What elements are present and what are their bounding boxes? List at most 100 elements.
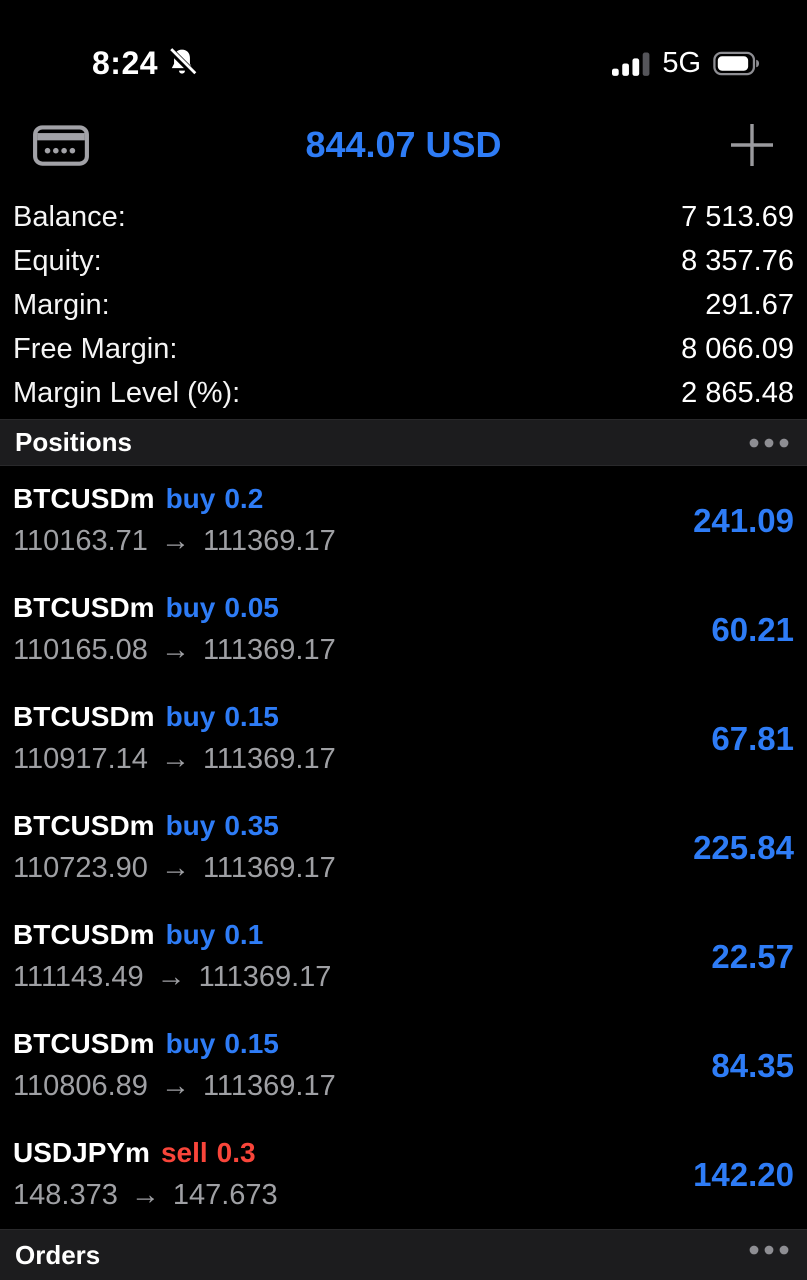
position-prices: 110917.14 → 111369.17 bbox=[13, 743, 336, 776]
position-line1: BTCUSDm buy 0.15 bbox=[13, 1028, 336, 1060]
summary-label: Equity: bbox=[13, 244, 102, 277]
status-time: 8:24 bbox=[92, 44, 159, 81]
position-symbol: USDJPYm bbox=[13, 1137, 150, 1168]
arrow-right-icon: → bbox=[160, 1070, 190, 1102]
summary-row: Margin: 291.67 bbox=[13, 283, 794, 327]
status-right: 5G bbox=[612, 47, 761, 80]
arrow-right-icon: → bbox=[160, 525, 190, 557]
position-side: buy bbox=[165, 919, 216, 950]
position-side: buy bbox=[165, 810, 216, 841]
position-side-volume: buy 0.05 bbox=[166, 592, 279, 624]
orders-section-bar: Orders bbox=[0, 1229, 807, 1280]
position-side-volume: sell 0.3 bbox=[161, 1137, 256, 1169]
arrow-right-icon: → bbox=[160, 852, 190, 884]
position-row[interactable]: BTCUSDm buy 0.2 110163.71 → 111369.17 24… bbox=[0, 466, 807, 575]
account-total[interactable]: 844.07 USD bbox=[305, 124, 502, 165]
trade-header: 844.07 USD bbox=[0, 100, 807, 190]
summary-value: 8 066.09 bbox=[681, 332, 794, 365]
position-volume: 0.2 bbox=[224, 483, 264, 514]
position-row[interactable]: BTCUSDm buy 0.35 110723.90 → 111369.17 2… bbox=[0, 793, 807, 902]
position-volume: 0.3 bbox=[216, 1137, 256, 1168]
position-profit: 241.09 bbox=[693, 501, 794, 539]
position-row[interactable]: BTCUSDm buy 0.1 111143.49 → 111369.17 22… bbox=[0, 902, 807, 1011]
arrow-right-icon: → bbox=[160, 743, 190, 775]
position-side-volume: buy 0.35 bbox=[166, 810, 279, 842]
position-info: BTCUSDm buy 0.15 110806.89 → 111369.17 bbox=[13, 1028, 336, 1103]
summary-row: Equity: 8 357.76 bbox=[13, 239, 794, 283]
position-volume: 0.15 bbox=[224, 1028, 279, 1059]
position-volume: 0.35 bbox=[224, 810, 279, 841]
position-side: buy bbox=[165, 701, 216, 732]
arrow-right-icon: → bbox=[130, 1179, 160, 1211]
position-open-price: 110806.89 bbox=[13, 1070, 148, 1102]
position-info: BTCUSDm buy 0.1 111143.49 → 111369.17 bbox=[13, 919, 331, 994]
position-profit: 67.81 bbox=[711, 719, 794, 757]
arrow-right-icon: → bbox=[156, 961, 186, 993]
position-profit: 60.21 bbox=[711, 610, 794, 648]
positions-list: BTCUSDm buy 0.2 110163.71 → 111369.17 24… bbox=[0, 466, 807, 1229]
plus-icon bbox=[729, 122, 775, 168]
arrow-right-icon: → bbox=[160, 634, 190, 666]
position-side: buy bbox=[165, 592, 216, 623]
summary-value: 8 357.76 bbox=[681, 244, 794, 277]
position-open-price: 111143.49 bbox=[13, 961, 144, 993]
position-info: BTCUSDm buy 0.35 110723.90 → 111369.17 bbox=[13, 810, 336, 885]
orders-more-button[interactable] bbox=[746, 1240, 792, 1260]
position-side: buy bbox=[165, 1028, 216, 1059]
summary-row: Free Margin: 8 066.09 bbox=[13, 327, 794, 371]
position-row[interactable]: BTCUSDm buy 0.15 110917.14 → 111369.17 6… bbox=[0, 684, 807, 793]
summary-row: Margin Level (%): 2 865.48 bbox=[13, 371, 794, 415]
summary-label: Margin: bbox=[13, 288, 110, 321]
position-prices: 111143.49 → 111369.17 bbox=[13, 961, 331, 994]
position-profit: 225.84 bbox=[693, 828, 794, 866]
position-prices: 110163.71 → 111369.17 bbox=[13, 525, 336, 558]
position-info: BTCUSDm buy 0.2 110163.71 → 111369.17 bbox=[13, 483, 336, 558]
position-row[interactable]: BTCUSDm buy 0.05 110165.08 → 111369.17 6… bbox=[0, 575, 807, 684]
position-volume: 0.05 bbox=[224, 592, 279, 623]
position-side-volume: buy 0.1 bbox=[166, 919, 264, 951]
summary-value: 7 513.69 bbox=[681, 200, 794, 233]
position-open-price: 110165.08 bbox=[13, 634, 148, 666]
position-info: BTCUSDm buy 0.15 110917.14 → 111369.17 bbox=[13, 701, 336, 776]
position-current-price: 111369.17 bbox=[202, 634, 336, 666]
summary-label: Margin Level (%): bbox=[13, 376, 241, 409]
account-summary: Balance: 7 513.69 Equity: 8 357.76 Margi… bbox=[0, 190, 807, 419]
card-icon bbox=[32, 121, 90, 169]
position-profit: 22.57 bbox=[711, 937, 794, 975]
position-info: BTCUSDm buy 0.05 110165.08 → 111369.17 bbox=[13, 592, 336, 667]
position-row[interactable]: BTCUSDm buy 0.15 110806.89 → 111369.17 8… bbox=[0, 1011, 807, 1120]
battery-icon bbox=[713, 51, 761, 76]
position-open-price: 110723.90 bbox=[13, 852, 148, 884]
position-symbol: BTCUSDm bbox=[13, 592, 155, 623]
position-volume: 0.1 bbox=[224, 919, 264, 950]
position-line1: USDJPYm sell 0.3 bbox=[13, 1137, 278, 1169]
positions-more-button[interactable] bbox=[746, 433, 792, 453]
position-line1: BTCUSDm buy 0.35 bbox=[13, 810, 336, 842]
position-side: buy bbox=[165, 483, 216, 514]
notifications-off-icon bbox=[165, 46, 199, 80]
card-keypad-button[interactable] bbox=[32, 121, 90, 169]
more-options-icon bbox=[748, 437, 790, 449]
position-symbol: BTCUSDm bbox=[13, 810, 155, 841]
position-line1: BTCUSDm buy 0.1 bbox=[13, 919, 331, 951]
orders-section-title: Orders bbox=[15, 1240, 101, 1270]
position-symbol: BTCUSDm bbox=[13, 1028, 155, 1059]
position-current-price: 111369.17 bbox=[202, 1070, 336, 1102]
position-open-price: 110917.14 bbox=[13, 743, 148, 775]
summary-value: 291.67 bbox=[705, 288, 794, 321]
position-line1: BTCUSDm buy 0.15 bbox=[13, 701, 336, 733]
position-side: sell bbox=[160, 1137, 208, 1168]
summary-label: Balance: bbox=[13, 200, 126, 233]
summary-value: 2 865.48 bbox=[681, 376, 794, 409]
position-line1: BTCUSDm buy 0.2 bbox=[13, 483, 336, 515]
positions-section-title: Positions bbox=[15, 427, 133, 457]
position-row[interactable]: USDJPYm sell 0.3 148.373 → 147.673 142.2… bbox=[0, 1120, 807, 1229]
new-order-button[interactable] bbox=[729, 122, 775, 168]
position-open-price: 110163.71 bbox=[13, 525, 148, 557]
position-line1: BTCUSDm buy 0.05 bbox=[13, 592, 336, 624]
signal-strength-icon bbox=[612, 51, 650, 76]
position-current-price: 111369.17 bbox=[202, 852, 336, 884]
position-symbol: BTCUSDm bbox=[13, 919, 155, 950]
position-prices: 110723.90 → 111369.17 bbox=[13, 852, 336, 885]
